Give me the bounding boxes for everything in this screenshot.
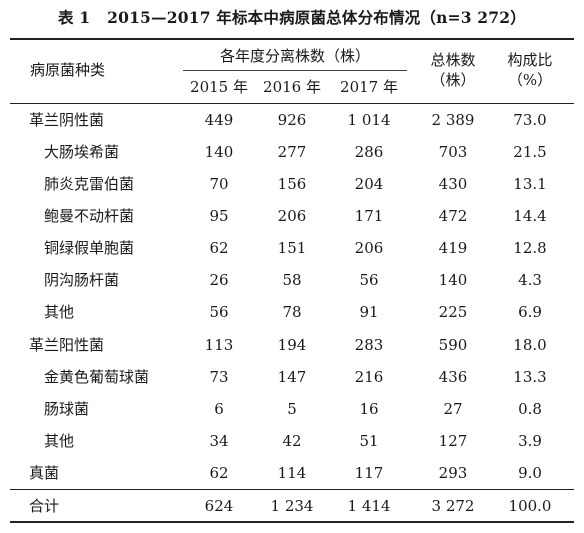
cell-ratio: 13.3 bbox=[513, 368, 547, 386]
cell-total: 140 bbox=[438, 271, 468, 289]
table-caption: 表 1 2015—2017 年标本中病原菌总体分布情况（n=3 272） bbox=[0, 6, 584, 28]
cell-2017: 117 bbox=[354, 464, 384, 482]
cell-2017: 283 bbox=[354, 336, 384, 354]
cell-2016: 114 bbox=[277, 464, 307, 482]
top-rule bbox=[10, 38, 574, 40]
cell-total: 703 bbox=[438, 143, 468, 161]
cell-2016: 277 bbox=[277, 143, 307, 161]
cell-total: 225 bbox=[438, 303, 468, 321]
cell-2017: 1 014 bbox=[347, 111, 391, 129]
cell-2016: 926 bbox=[277, 111, 307, 129]
cell-2017: 171 bbox=[354, 207, 384, 225]
cell-2015: 62 bbox=[209, 464, 229, 482]
cell-2015: 70 bbox=[209, 175, 229, 193]
cell-2016: 151 bbox=[277, 239, 307, 257]
header-ratio-line2: （%） bbox=[507, 71, 553, 89]
header-total-line1: 总株数 bbox=[430, 51, 476, 69]
table-caption-label: 表 1 bbox=[58, 8, 91, 27]
cell-2015: 26 bbox=[209, 271, 229, 289]
cell-2015: 449 bbox=[204, 111, 234, 129]
header-ratio-line1: 构成比 bbox=[507, 51, 553, 69]
year-group-rule bbox=[183, 70, 407, 71]
cell-2017: 286 bbox=[354, 143, 384, 161]
cell-species: 真菌 bbox=[29, 464, 60, 482]
cell-species: 肠球菌 bbox=[44, 400, 90, 418]
cell-2015: 140 bbox=[204, 143, 234, 161]
cell-species: 其他 bbox=[44, 303, 75, 321]
cell-2015: 6 bbox=[214, 400, 224, 418]
cell-species: 鲍曼不动杆菌 bbox=[44, 207, 135, 225]
cell-ratio: 3.9 bbox=[518, 432, 542, 450]
header-year-2016: 2016 年 bbox=[263, 78, 321, 96]
cell-2016: 156 bbox=[277, 175, 307, 193]
cell-2016: 58 bbox=[282, 271, 302, 289]
cell-2017: 56 bbox=[359, 271, 379, 289]
cell-species: 革兰阳性菌 bbox=[29, 336, 105, 354]
cell-2016: 206 bbox=[277, 207, 307, 225]
cell-2015: 62 bbox=[209, 239, 229, 257]
cell-total: 419 bbox=[438, 239, 468, 257]
cell-species: 革兰阴性菌 bbox=[29, 111, 105, 129]
header-species: 病原菌种类 bbox=[30, 61, 106, 79]
cell-ratio: 21.5 bbox=[513, 143, 547, 161]
cell-2015: 95 bbox=[209, 207, 229, 225]
cell-2016: 1 234 bbox=[270, 497, 314, 515]
cell-species: 阴沟肠杆菌 bbox=[44, 271, 120, 289]
cell-2016: 5 bbox=[287, 400, 297, 418]
cell-2017: 206 bbox=[354, 239, 384, 257]
cell-2016: 78 bbox=[282, 303, 302, 321]
cell-2017: 1 414 bbox=[347, 497, 391, 515]
cell-2017: 16 bbox=[359, 400, 379, 418]
header-year-group: 各年度分离株数（株） bbox=[219, 47, 371, 65]
cell-total: 27 bbox=[443, 400, 463, 418]
cell-total: 293 bbox=[438, 464, 468, 482]
cell-2015: 73 bbox=[209, 368, 229, 386]
cell-2016: 147 bbox=[277, 368, 307, 386]
cell-total: 472 bbox=[438, 207, 468, 225]
total-rule bbox=[10, 489, 574, 490]
table-caption-text: 2015—2017 年标本中病原菌总体分布情况（n=3 272） bbox=[107, 8, 526, 27]
cell-ratio: 6.9 bbox=[518, 303, 542, 321]
header-ratio: 构成比 （%） bbox=[507, 50, 552, 90]
cell-total: 3 272 bbox=[431, 497, 475, 515]
cell-total: 430 bbox=[438, 175, 468, 193]
cell-ratio: 14.4 bbox=[513, 207, 547, 225]
cell-ratio: 100.0 bbox=[508, 497, 552, 515]
cell-ratio: 4.3 bbox=[518, 271, 542, 289]
cell-2015: 56 bbox=[209, 303, 229, 321]
cell-ratio: 0.8 bbox=[518, 400, 542, 418]
cell-species: 铜绿假单胞菌 bbox=[44, 239, 135, 257]
cell-total: 127 bbox=[438, 432, 468, 450]
cell-2017: 204 bbox=[354, 175, 384, 193]
cell-2017: 51 bbox=[359, 432, 379, 450]
cell-2015: 34 bbox=[209, 432, 229, 450]
cell-ratio: 12.8 bbox=[513, 239, 547, 257]
cell-ratio: 18.0 bbox=[513, 336, 547, 354]
cell-ratio: 9.0 bbox=[518, 464, 542, 482]
header-rule bbox=[10, 103, 574, 104]
cell-total: 436 bbox=[438, 368, 468, 386]
cell-2016: 194 bbox=[277, 336, 307, 354]
cell-total: 590 bbox=[438, 336, 468, 354]
cell-species: 其他 bbox=[44, 432, 75, 450]
cell-2017: 216 bbox=[354, 368, 384, 386]
header-year-2017: 2017 年 bbox=[340, 78, 398, 96]
cell-species: 大肠埃希菌 bbox=[44, 143, 120, 161]
cell-total: 2 389 bbox=[431, 111, 475, 129]
header-year-2015: 2015 年 bbox=[190, 78, 248, 96]
cell-2017: 91 bbox=[359, 303, 379, 321]
cell-ratio: 73.0 bbox=[513, 111, 547, 129]
bottom-rule bbox=[10, 521, 574, 523]
cell-2015: 624 bbox=[204, 497, 234, 515]
cell-2016: 42 bbox=[282, 432, 302, 450]
cell-ratio: 13.1 bbox=[513, 175, 547, 193]
cell-2015: 113 bbox=[204, 336, 234, 354]
header-total-line2: （株） bbox=[430, 71, 476, 89]
cell-species: 金黄色葡萄球菌 bbox=[44, 368, 150, 386]
cell-species: 合计 bbox=[29, 497, 60, 515]
cell-species: 肺炎克雷伯菌 bbox=[44, 175, 135, 193]
header-total: 总株数 （株） bbox=[430, 50, 475, 90]
